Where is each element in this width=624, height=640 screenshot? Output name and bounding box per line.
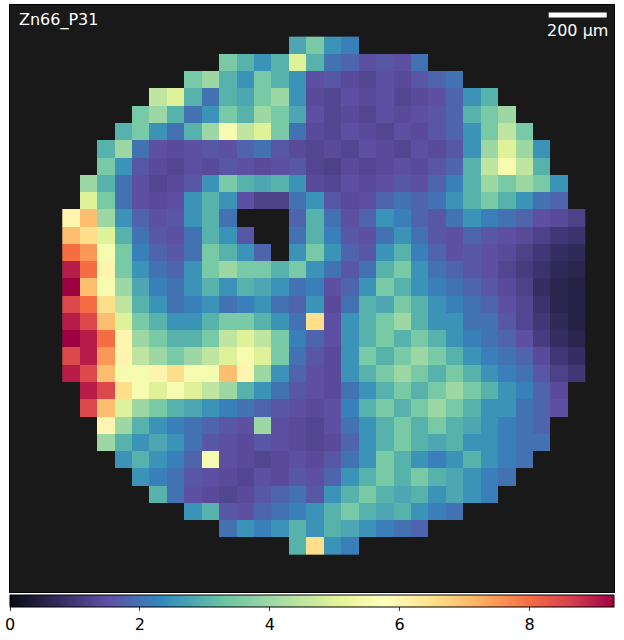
svg-text:Zn66_P31: Zn66_P31: [19, 10, 98, 30]
svg-text:8: 8: [524, 615, 534, 634]
svg-text:2: 2: [135, 615, 145, 634]
svg-text:6: 6: [395, 615, 405, 634]
svg-text:200 µm: 200 µm: [547, 21, 608, 40]
svg-text:0: 0: [5, 615, 15, 634]
svg-text:4: 4: [265, 615, 275, 634]
